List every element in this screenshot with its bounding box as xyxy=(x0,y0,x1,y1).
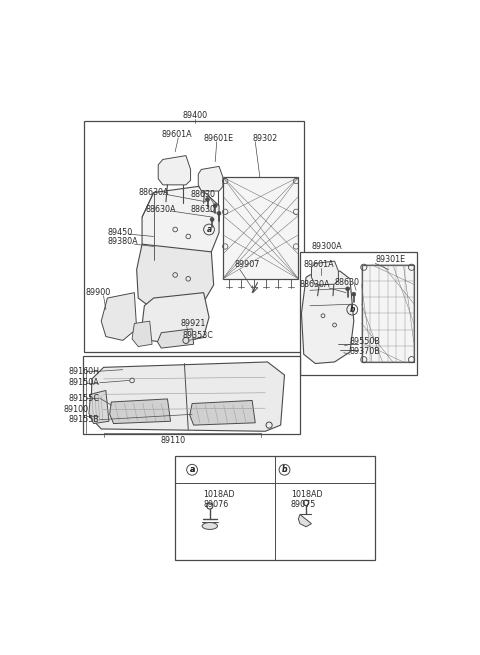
Text: 88630A: 88630A xyxy=(138,188,168,197)
Text: 89075: 89075 xyxy=(291,500,316,509)
Text: a: a xyxy=(206,225,212,234)
Text: 89550B: 89550B xyxy=(350,337,381,346)
Text: 1018AD: 1018AD xyxy=(204,490,235,499)
Text: 89400: 89400 xyxy=(182,111,208,120)
Text: 88630A: 88630A xyxy=(300,280,330,290)
Polygon shape xyxy=(190,400,255,425)
Text: 89380A: 89380A xyxy=(108,237,138,246)
Text: 89160H: 89160H xyxy=(69,367,100,376)
Polygon shape xyxy=(198,166,223,191)
Bar xyxy=(300,252,417,375)
Text: a: a xyxy=(190,465,195,474)
Text: b: b xyxy=(282,465,288,474)
Polygon shape xyxy=(361,265,414,362)
Bar xyxy=(84,121,304,352)
Text: 89921: 89921 xyxy=(180,319,206,328)
Text: 89907: 89907 xyxy=(234,261,260,269)
Text: 1018AD: 1018AD xyxy=(291,490,322,499)
Text: 89155C: 89155C xyxy=(69,394,100,403)
Text: a: a xyxy=(189,465,195,474)
Polygon shape xyxy=(101,293,137,341)
Text: 88630: 88630 xyxy=(191,205,216,214)
Bar xyxy=(361,265,414,362)
Text: 88630: 88630 xyxy=(335,278,360,287)
Bar xyxy=(175,456,375,560)
Text: 89601A: 89601A xyxy=(304,261,335,269)
Text: 88630A: 88630A xyxy=(146,205,176,214)
Circle shape xyxy=(205,198,209,202)
Text: 89110: 89110 xyxy=(160,436,185,445)
Polygon shape xyxy=(132,321,152,346)
Text: 89370B: 89370B xyxy=(350,347,381,356)
Circle shape xyxy=(346,287,349,291)
Text: b: b xyxy=(349,305,355,314)
Text: 89302: 89302 xyxy=(252,134,277,143)
Text: 89301E: 89301E xyxy=(375,255,406,264)
Text: 89450: 89450 xyxy=(108,228,132,237)
Text: 89601A: 89601A xyxy=(161,130,192,140)
Text: 89076: 89076 xyxy=(204,500,229,509)
Circle shape xyxy=(352,292,356,296)
Bar xyxy=(83,356,300,434)
Polygon shape xyxy=(223,177,299,279)
Text: 89100: 89100 xyxy=(63,405,89,414)
Text: 89900: 89900 xyxy=(86,288,111,297)
Text: b: b xyxy=(282,465,287,474)
Polygon shape xyxy=(312,261,338,285)
Polygon shape xyxy=(299,514,312,527)
Polygon shape xyxy=(89,390,109,424)
Bar xyxy=(223,177,299,279)
Polygon shape xyxy=(142,293,209,345)
Polygon shape xyxy=(90,362,285,431)
Ellipse shape xyxy=(202,523,217,529)
Text: 88630: 88630 xyxy=(191,189,216,198)
Text: 89150A: 89150A xyxy=(69,378,100,387)
Polygon shape xyxy=(110,399,170,424)
Polygon shape xyxy=(157,329,193,348)
Polygon shape xyxy=(142,187,219,259)
Text: 89155B: 89155B xyxy=(69,415,100,424)
Circle shape xyxy=(210,217,214,221)
Polygon shape xyxy=(301,271,354,364)
Circle shape xyxy=(213,204,217,208)
Polygon shape xyxy=(158,156,191,185)
Text: 89601E: 89601E xyxy=(204,134,234,143)
Circle shape xyxy=(217,212,221,215)
Text: 89300A: 89300A xyxy=(312,242,342,251)
Polygon shape xyxy=(137,244,214,310)
Text: 89353C: 89353C xyxy=(183,331,214,341)
